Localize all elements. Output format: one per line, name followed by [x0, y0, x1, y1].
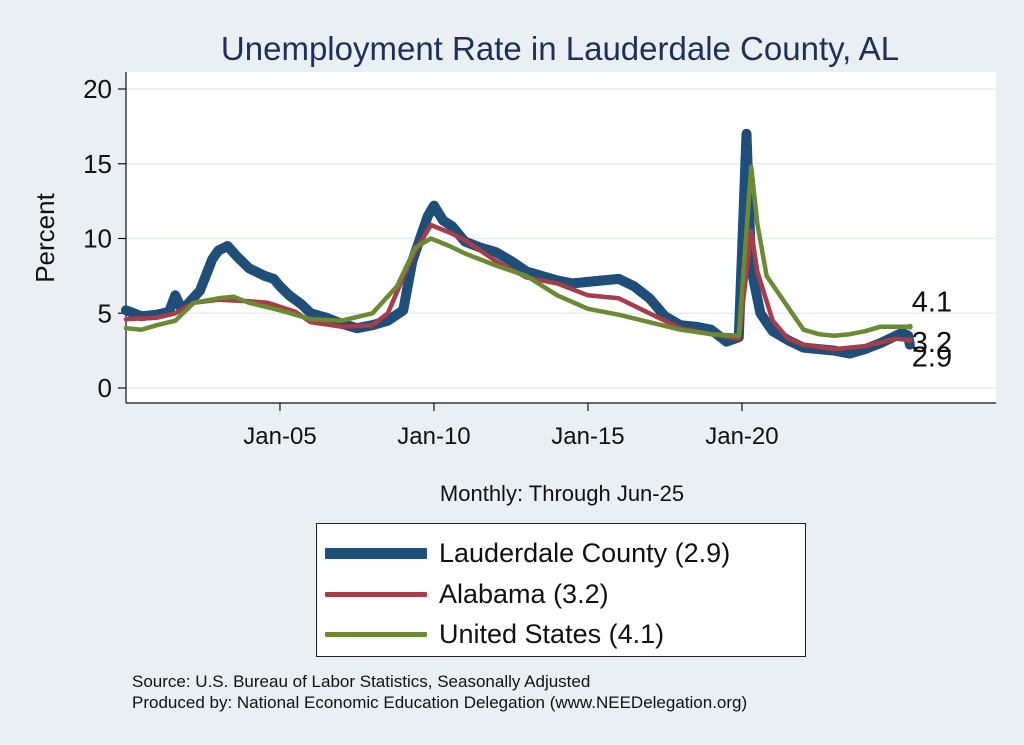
y-tick-label-5: 5: [98, 298, 112, 328]
series-lines: [121, 128, 915, 359]
x-tick-label-Jan-05: Jan-05: [243, 423, 316, 450]
x-tick-label-Jan-10: Jan-10: [397, 423, 470, 450]
legend-item-lauderdale: Lauderdale County (2.9): [325, 535, 730, 571]
legend-swatch-united-states: [325, 631, 427, 637]
legend-swatch-alabama: [325, 591, 427, 597]
y-tick-label-15: 15: [83, 149, 112, 179]
series-end-dot-0: [906, 341, 913, 348]
series-end-dot-1: [906, 337, 913, 344]
gridlines: [126, 88, 996, 389]
source-line: Source: U.S. Bureau of Labor Statistics,…: [132, 672, 591, 691]
legend-item-united-states: United States (4.1): [325, 616, 664, 652]
source-note: Source: U.S. Bureau of Labor Statistics,…: [132, 671, 747, 713]
x-tick-label-Jan-15: Jan-15: [551, 423, 624, 450]
legend-label-united-states: United States (4.1): [439, 618, 665, 649]
y-tick-label-20: 20: [83, 74, 112, 104]
end-label-2.9: 2.9: [912, 342, 952, 374]
legend-swatch-lauderdale: [325, 547, 427, 559]
series-line-lauderdale-county: [121, 128, 915, 359]
x-ticks: Jan-05 Jan-10 Jan-15 Jan-20: [243, 403, 779, 450]
legend-label-lauderdale: Lauderdale County (2.9): [439, 537, 731, 568]
y-axis-label: Percent: [30, 192, 60, 282]
end-label-3.2: 3.2: [912, 327, 952, 359]
legend-item-alabama: Alabama (3.2): [325, 576, 609, 612]
y-ticks: 0 5 10 15 20: [83, 74, 126, 403]
end-label-4.1: 4.1: [912, 287, 952, 319]
series-end-dot-2: [906, 323, 913, 330]
y-tick-label-10: 10: [83, 224, 112, 254]
end-labels: 2.93.2 4.1: [912, 287, 952, 374]
y-tick-label-0: 0: [98, 373, 112, 403]
line-chart: Unemployment Rate in Lauderdale County, …: [30, 30, 996, 506]
axes: [125, 72, 996, 404]
legend-label-alabama: Alabama (3.2): [439, 578, 609, 609]
legend: Lauderdale County (2.9) Alabama (3.2) Un…: [316, 523, 806, 657]
x-tick-label-Jan-20: Jan-20: [705, 423, 778, 450]
series-line-united-states: [123, 164, 913, 338]
x-axis-label: Monthly: Through Jun-25: [440, 481, 684, 506]
chart-title: Unemployment Rate in Lauderdale County, …: [221, 30, 899, 67]
produced-by-line: Produced by: National Economic Education…: [132, 693, 748, 712]
